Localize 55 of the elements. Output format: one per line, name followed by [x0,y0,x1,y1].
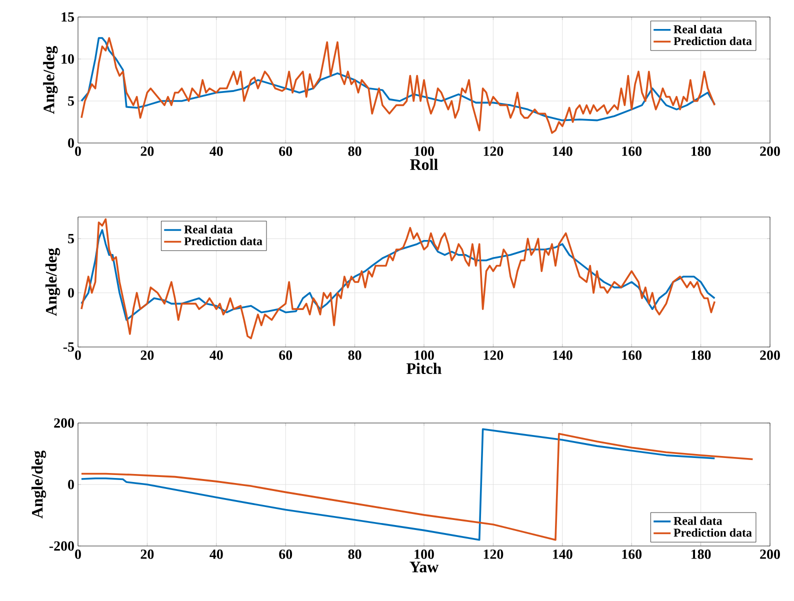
x-tick-label: 120 [484,550,504,559]
x-tick-label: 0 [75,350,81,360]
legend-label: Prediction data [184,236,262,246]
x-axis-title: Roll [410,158,438,170]
x-tick-label: 40 [210,350,223,360]
x-tick-label: 100 [414,350,434,360]
x-tick-label: 100 [414,550,434,559]
x-tick-label: 20 [140,146,154,156]
x-axis-title: Pitch [406,362,442,374]
x-tick-label: 160 [622,350,642,360]
x-tick-label: 140 [553,350,572,360]
y-tick-label: 0 [68,480,74,490]
x-tick-label: 180 [691,550,711,559]
x-tick-label: 0 [75,146,81,156]
x-tick-label: 0 [75,550,81,559]
y-axis-title: Angle/deg [45,248,60,316]
x-tick-label: 80 [348,350,362,360]
x-tick-label: 20 [140,550,154,559]
y-tick-label: 10 [62,54,74,64]
y-tick-label: -200 [49,541,74,551]
x-tick-label: 80 [348,550,362,559]
x-tick-label: 120 [484,146,504,156]
x-tick-label: 180 [691,146,711,156]
y-axis-title: Angle/deg [31,450,46,518]
x-tick-label: 100 [414,146,434,156]
y-tick-label: 5 [68,234,74,244]
legend-label: Real data [674,516,722,525]
x-tick-label: 160 [622,550,642,559]
x-tick-label: 60 [279,550,292,559]
x-tick-label: 80 [348,146,362,156]
y-tick-label: 15 [62,12,74,22]
legend-label: Real data [184,225,233,234]
x-tick-label: 160 [622,146,642,156]
x-tick-label: 200 [760,350,780,360]
x-tick-label: 140 [553,146,572,156]
y-tick-label: 200 [54,418,74,428]
y-tick-label: 5 [68,96,74,106]
x-tick-label: 20 [140,350,154,360]
x-tick-label: 40 [210,550,223,559]
x-tick-label: 200 [760,550,780,559]
legend-label: Prediction data [674,36,752,46]
x-tick-label: 60 [279,350,292,360]
y-tick-label: 0 [68,288,74,298]
x-tick-label: 120 [484,350,504,360]
x-tick-label: 140 [553,550,572,559]
legend-label: Prediction data [674,528,752,537]
x-tick-label: 180 [691,350,711,360]
x-tick-label: 200 [760,146,780,156]
x-tick-label: 40 [210,146,223,156]
x-axis-title: Yaw [410,562,439,572]
y-tick-label: 0 [68,138,74,148]
y-tick-label: -5 [63,342,74,352]
legend-label: Real data [674,24,722,34]
x-tick-label: 60 [279,146,292,156]
y-axis-title: Angle/deg [43,46,58,114]
